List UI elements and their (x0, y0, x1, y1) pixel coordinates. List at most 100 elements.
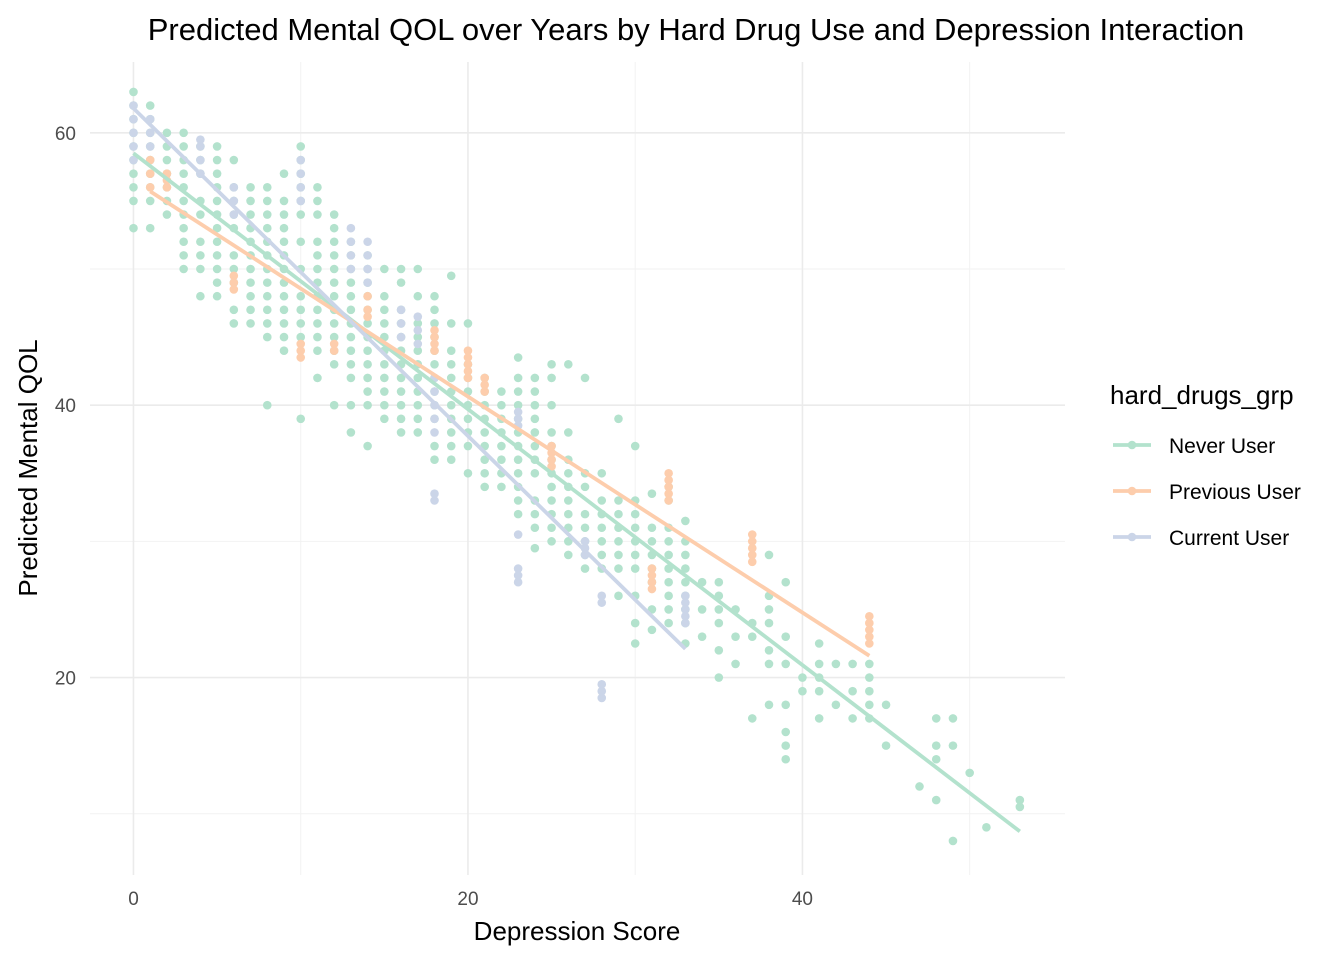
data-point (229, 251, 239, 260)
data-point (196, 251, 205, 260)
data-point (380, 291, 389, 301)
data-point (430, 414, 439, 424)
data-point (580, 373, 590, 383)
data-point (664, 550, 673, 560)
data-point (313, 332, 322, 342)
data-point (513, 577, 523, 587)
data-point (179, 142, 188, 151)
data-point (480, 455, 489, 464)
data-point (162, 210, 172, 219)
data-point (229, 285, 239, 294)
data-point (329, 278, 339, 287)
data-point (513, 400, 523, 410)
data-point (262, 291, 272, 301)
data-point (664, 605, 673, 614)
data-point (513, 496, 523, 505)
data-point (396, 319, 406, 328)
fit-line (149, 189, 871, 658)
data-point (145, 182, 155, 192)
data-point (430, 489, 439, 498)
data-point (446, 319, 456, 328)
data-point (380, 400, 389, 410)
data-point (530, 428, 540, 437)
data-point (647, 577, 657, 587)
data-point (480, 482, 489, 492)
data-point (747, 537, 757, 546)
data-point (630, 509, 640, 519)
data-point (814, 659, 824, 669)
data-point (346, 264, 356, 274)
data-point (530, 387, 540, 396)
data-point (513, 564, 523, 573)
data-point (380, 387, 389, 396)
data-point (329, 360, 339, 369)
data-point (346, 305, 356, 315)
data-point (229, 264, 239, 274)
data-point (145, 142, 155, 151)
fit-line (132, 106, 687, 651)
data-point (513, 407, 523, 417)
data-point (948, 836, 958, 846)
legend-key-point (1127, 440, 1137, 450)
data-point (212, 169, 222, 178)
data-point (396, 428, 406, 437)
data-point (279, 237, 289, 247)
data-point (212, 155, 222, 165)
data-point (229, 305, 239, 315)
data-point (129, 196, 138, 206)
data-point (363, 264, 372, 274)
data-point (614, 496, 623, 505)
data-point (564, 509, 573, 519)
data-point (212, 278, 222, 287)
data-point (246, 196, 255, 206)
data-point (747, 632, 757, 641)
data-point (446, 346, 456, 356)
data-point (262, 400, 272, 410)
data-point (664, 591, 673, 601)
data-point (681, 605, 690, 614)
data-point (681, 516, 690, 526)
data-point (413, 312, 423, 321)
data-point (480, 373, 489, 383)
data-point (597, 591, 607, 601)
data-point (380, 319, 389, 328)
data-point (781, 727, 791, 737)
data-point (714, 673, 724, 682)
data-point (430, 332, 439, 342)
data-point (179, 169, 188, 178)
data-point (865, 618, 874, 628)
data-point (597, 523, 607, 533)
data-point (246, 264, 255, 274)
data-point (714, 577, 724, 587)
data-point (346, 237, 356, 247)
data-point (396, 332, 406, 342)
data-point (413, 325, 423, 335)
data-point (630, 618, 640, 628)
data-point (547, 373, 556, 383)
data-point (179, 251, 188, 260)
data-point (781, 741, 791, 750)
data-point (865, 659, 874, 669)
data-point (564, 496, 573, 505)
data-point (513, 353, 523, 362)
data-point (346, 291, 356, 301)
data-point (664, 577, 673, 587)
data-point (463, 414, 473, 424)
data-point (313, 251, 322, 260)
data-point (764, 659, 774, 669)
data-point (413, 346, 423, 356)
data-point (296, 142, 306, 151)
data-point (747, 714, 757, 723)
data-point (396, 400, 406, 410)
data-point (212, 291, 222, 301)
legend-key-point (1127, 486, 1137, 496)
data-point (547, 496, 556, 505)
data-point (380, 360, 389, 369)
data-point (413, 319, 423, 328)
data-point (547, 360, 556, 369)
data-point (530, 414, 540, 424)
legend-key-point (1127, 532, 1137, 542)
data-point (413, 428, 423, 437)
data-point (497, 441, 506, 451)
data-point (430, 387, 439, 396)
